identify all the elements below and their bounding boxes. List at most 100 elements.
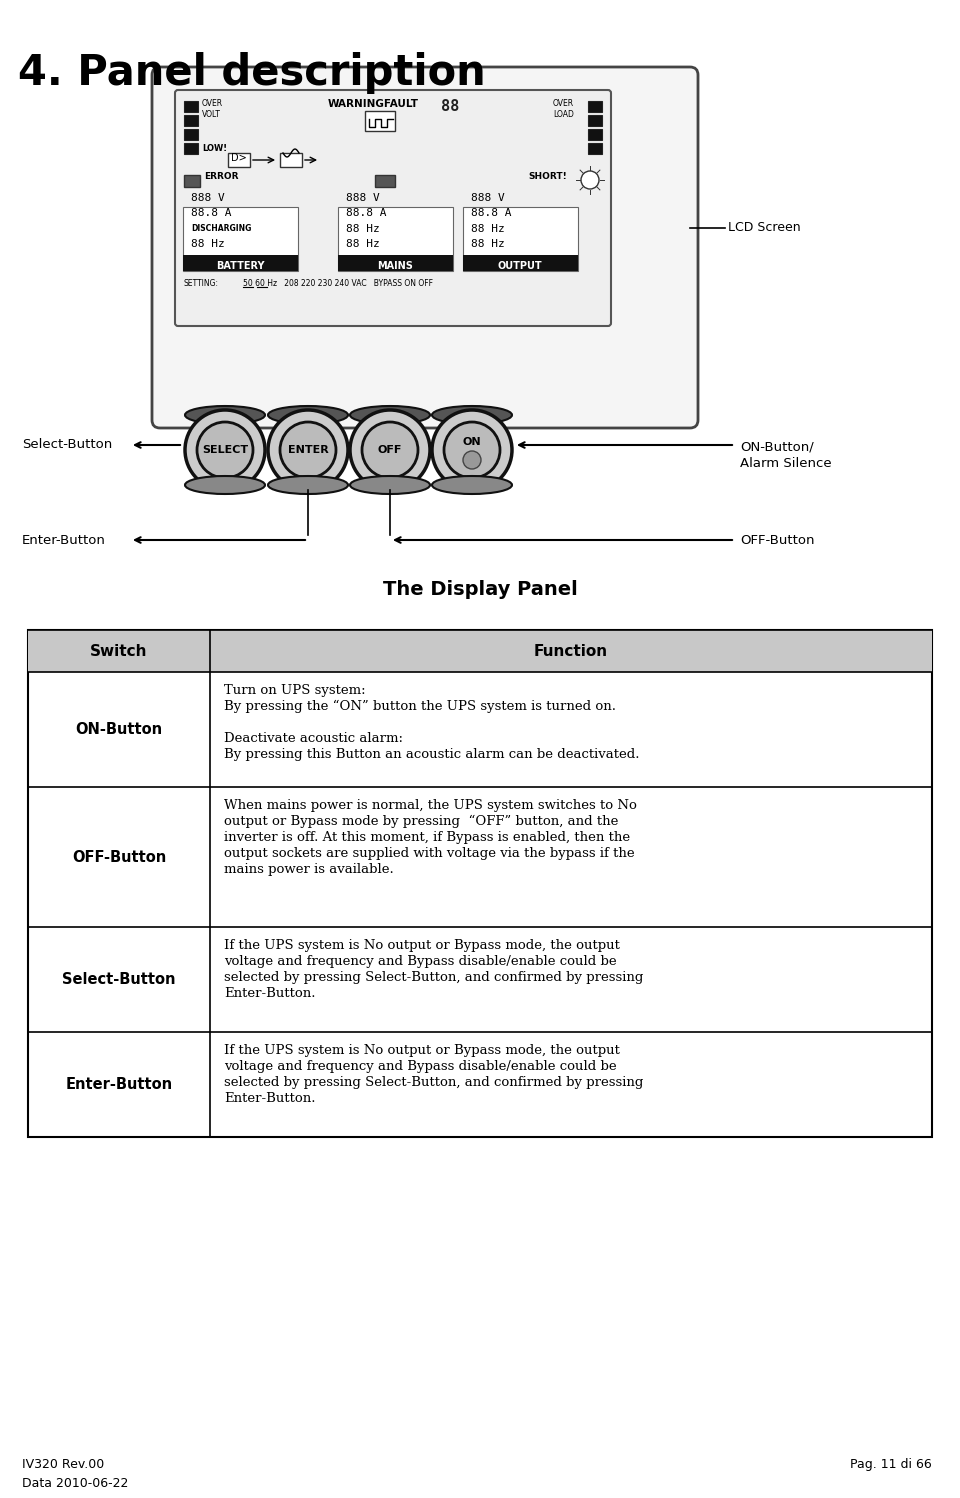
Bar [588,100,602,112]
Bar [183,255,298,271]
Ellipse shape [268,476,348,494]
Text: 88.8 A: 88.8 A [471,208,512,219]
Text: Select-Button: Select-Button [22,439,112,451]
Text: When mains power is normal, the UPS system switches to No: When mains power is normal, the UPS syst… [224,798,636,812]
Bar [588,129,602,139]
Text: LCD Screen: LCD Screen [728,222,801,234]
Text: OVER
LOAD: OVER LOAD [553,99,574,120]
Text: 88 Hz: 88 Hz [471,225,505,234]
Text: BATTERY: BATTERY [216,261,264,271]
Text: Turn on UPS system:: Turn on UPS system: [224,685,366,697]
Text: DISCHARGING: DISCHARGING [191,225,252,234]
Ellipse shape [268,410,348,490]
Bar [588,142,602,154]
Circle shape [463,451,481,469]
Bar [184,129,198,139]
Bar [28,631,932,673]
Ellipse shape [185,410,265,490]
Text: Function: Function [534,644,608,659]
Ellipse shape [432,410,512,490]
Ellipse shape [432,476,512,494]
Text: Enter-Button.: Enter-Button. [224,1092,316,1106]
Bar [463,255,578,271]
Bar [28,631,932,1137]
Text: OFF: OFF [378,445,402,455]
Text: OFF-Button: OFF-Button [72,849,166,864]
Bar [184,115,198,126]
Text: If the UPS system is No output or Bypass mode, the output: If the UPS system is No output or Bypass… [224,939,620,953]
Text: voltage and frequency and Bypass disable/enable could be: voltage and frequency and Bypass disable… [224,1061,616,1073]
Bar [183,207,298,271]
Text: SELECT: SELECT [202,445,248,455]
Bar [228,153,250,166]
Text: 88 Hz: 88 Hz [346,240,380,249]
Text: selected by pressing Select-Button, and confirmed by pressing: selected by pressing Select-Button, and … [224,1076,643,1089]
Text: ENTER: ENTER [288,445,328,455]
Text: 888 V: 888 V [471,193,505,204]
Text: Switch: Switch [90,644,148,659]
Text: OFF-Button: OFF-Button [740,533,814,547]
Text: Deactivate acoustic alarm:: Deactivate acoustic alarm: [224,733,403,745]
Text: ON: ON [463,437,481,446]
Ellipse shape [185,476,265,494]
Circle shape [581,171,599,189]
Text: mains power is available.: mains power is available. [224,863,394,876]
Text: The Display Panel: The Display Panel [383,580,577,599]
Text: 88.8 A: 88.8 A [191,208,231,219]
Ellipse shape [268,406,348,424]
Text: Enter-Button: Enter-Button [65,1077,173,1092]
Text: OVER
VOLT: OVER VOLT [202,99,223,120]
Text: selected by pressing Select-Button, and confirmed by pressing: selected by pressing Select-Button, and … [224,971,643,984]
Text: Select-Button: Select-Button [62,972,176,987]
Text: LOW!: LOW! [202,144,228,153]
Text: ON-Button/
Alarm Silence: ON-Button/ Alarm Silence [740,440,831,470]
Bar [280,153,302,166]
Text: By pressing this Button an acoustic alarm can be deactivated.: By pressing this Button an acoustic alar… [224,748,639,761]
Bar [588,115,602,126]
Bar [338,207,453,271]
Ellipse shape [350,476,430,494]
FancyBboxPatch shape [175,90,611,327]
Text: 50 60 Hz   208 220 230 240 VAC   BYPASS ON OFF: 50 60 Hz 208 220 230 240 VAC BYPASS ON O… [243,279,433,288]
Bar [184,100,198,112]
FancyBboxPatch shape [152,67,698,428]
Text: output or Bypass mode by pressing  “OFF” button, and the: output or Bypass mode by pressing “OFF” … [224,815,618,828]
Ellipse shape [185,406,265,424]
Bar [463,207,578,271]
Circle shape [280,422,336,478]
Bar [338,255,453,271]
Text: Pag. 11 di 66: Pag. 11 di 66 [851,1458,932,1471]
Text: 88 Hz: 88 Hz [471,240,505,249]
Bar [365,111,395,130]
Text: Enter-Button: Enter-Button [22,533,106,547]
Text: ERROR: ERROR [204,172,238,181]
Bar [184,175,200,187]
Text: 88.8 A: 88.8 A [346,208,387,219]
Text: If the UPS system is No output or Bypass mode, the output: If the UPS system is No output or Bypass… [224,1044,620,1058]
Text: IV320 Rev.00
Data 2010-06-22: IV320 Rev.00 Data 2010-06-22 [22,1458,129,1491]
Ellipse shape [350,406,430,424]
Text: OUTPUT: OUTPUT [497,261,542,271]
Text: 4. Panel description: 4. Panel description [18,52,486,94]
Circle shape [362,422,418,478]
Text: ON-Button: ON-Button [76,722,162,737]
Text: By pressing the “ON” button the UPS system is turned on.: By pressing the “ON” button the UPS syst… [224,700,616,713]
Text: MAINS: MAINS [377,261,413,271]
Bar [375,175,395,187]
Text: 88 Hz: 88 Hz [346,225,380,234]
Circle shape [197,422,253,478]
Text: 888 V: 888 V [191,193,225,204]
Text: WARNINGFAULT: WARNINGFAULT [327,99,419,109]
Text: inverter is off. At this moment, if Bypass is enabled, then the: inverter is off. At this moment, if Bypa… [224,831,630,843]
Text: D>: D> [231,153,247,163]
Circle shape [444,422,500,478]
Ellipse shape [350,410,430,490]
Text: output sockets are supplied with voltage via the bypass if the: output sockets are supplied with voltage… [224,846,635,860]
Text: 88 Hz: 88 Hz [191,240,225,249]
Text: SHORT!: SHORT! [528,172,566,181]
Text: 888 V: 888 V [346,193,380,204]
Ellipse shape [432,406,512,424]
Text: 88: 88 [441,99,459,114]
Bar [184,142,198,154]
Text: SETTING:: SETTING: [184,279,219,288]
